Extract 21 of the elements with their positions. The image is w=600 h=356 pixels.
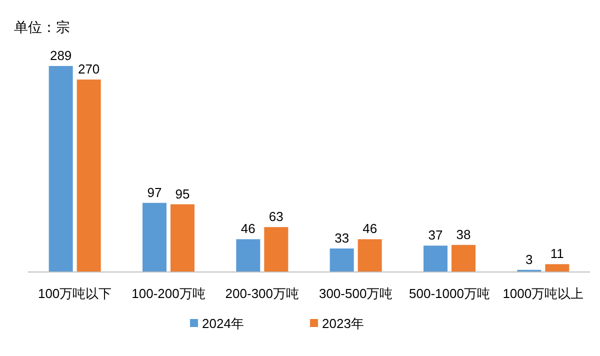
legend-label: 2024年 — [202, 316, 244, 331]
data-label: 46 — [362, 221, 378, 236]
data-label: 3 — [526, 252, 533, 267]
x-tick-label: 300-500万吨 — [318, 286, 393, 301]
x-tick-label: 100万吨以下 — [38, 286, 112, 301]
x-tick-label: 200-300万吨 — [225, 286, 300, 301]
data-label: 97 — [147, 184, 162, 200]
data-label: 270 — [78, 62, 100, 77]
x-tick-label: 1000万吨以上 — [502, 286, 584, 301]
data-label: 37 — [428, 228, 443, 243]
data-label: 63 — [268, 209, 284, 224]
legend-label: 2023年 — [322, 316, 364, 331]
data-label: 46 — [240, 221, 256, 236]
data-label: 289 — [50, 48, 72, 63]
data-label: 33 — [334, 230, 350, 246]
data-label: 95 — [175, 186, 190, 202]
data-label: 38 — [456, 226, 471, 242]
data-label: 11 — [550, 246, 564, 262]
y-axis-title: 单位：宗 — [14, 19, 70, 35]
x-tick-label: 500-1000万吨 — [409, 286, 490, 301]
x-tick-label: 100-200万吨 — [132, 286, 206, 301]
